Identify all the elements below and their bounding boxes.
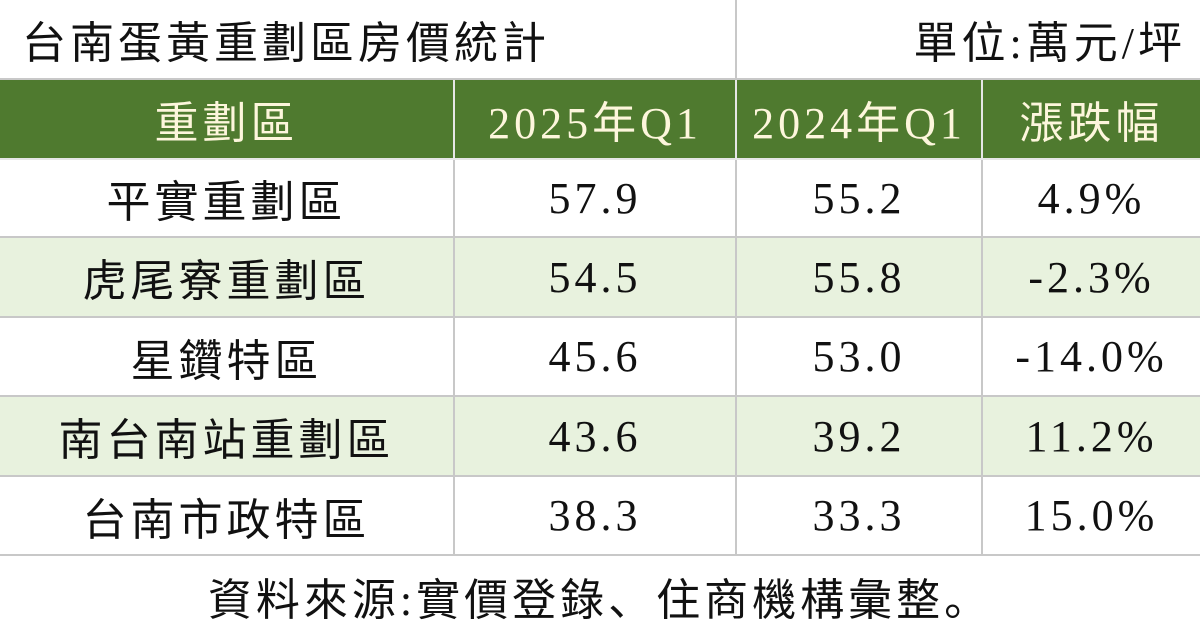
title: 台南蛋黃重劃區房價統計 bbox=[0, 0, 737, 80]
table-cell: -14.0% bbox=[983, 318, 1200, 397]
table-cell: 57.9 bbox=[455, 160, 737, 238]
row-label: 南台南站重劃區 bbox=[0, 397, 455, 477]
column-header: 2024年Q1 bbox=[737, 80, 983, 160]
table-cell: 15.0% bbox=[983, 477, 1200, 556]
table-cell: -2.3% bbox=[983, 238, 1200, 318]
table-cell: 54.5 bbox=[455, 238, 737, 318]
table-cell: 53.0 bbox=[737, 318, 983, 397]
column-header: 漲跌幅 bbox=[983, 80, 1200, 160]
table-cell: 4.9% bbox=[983, 160, 1200, 238]
column-header: 2025年Q1 bbox=[455, 80, 737, 160]
table-cell: 55.2 bbox=[737, 160, 983, 238]
column-header: 重劃區 bbox=[0, 80, 455, 160]
unit: 單位:萬元/坪 bbox=[737, 0, 1200, 80]
table-cell: 39.2 bbox=[737, 397, 983, 477]
row-label: 平實重劃區 bbox=[0, 160, 455, 238]
table-cell: 33.3 bbox=[737, 477, 983, 556]
source: 資料來源:實價登錄、住商機構彙整。 bbox=[207, 576, 993, 625]
row-label: 星鑽特區 bbox=[0, 318, 455, 397]
table-cell: 38.3 bbox=[455, 477, 737, 556]
table-cell: 43.6 bbox=[455, 397, 737, 477]
table-cell: 11.2% bbox=[983, 397, 1200, 477]
row-label: 虎尾寮重劃區 bbox=[0, 238, 455, 318]
table-cell: 45.6 bbox=[455, 318, 737, 397]
row-label: 台南市政特區 bbox=[0, 477, 455, 556]
table-cell: 55.8 bbox=[737, 238, 983, 318]
